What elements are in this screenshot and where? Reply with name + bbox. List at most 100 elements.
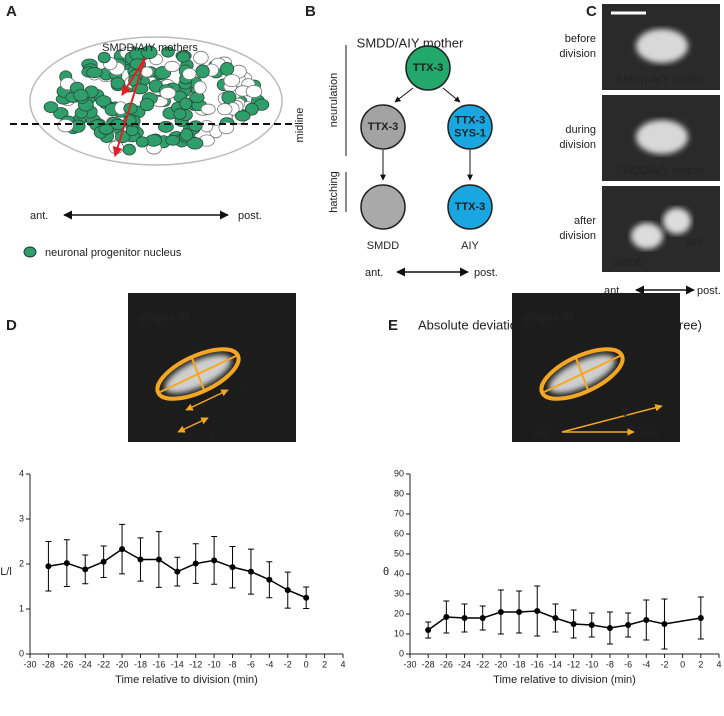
y-tick-label: 0 bbox=[399, 648, 404, 658]
length-arrow bbox=[185, 389, 229, 411]
post-label: post. bbox=[697, 285, 721, 297]
data-point bbox=[425, 627, 432, 633]
post-label: post. bbox=[238, 210, 262, 222]
x-axis-label: Time relative to division (min) bbox=[115, 674, 258, 686]
x-tick-label: -6 bbox=[624, 659, 632, 669]
post-label: post. bbox=[474, 267, 498, 279]
data-point bbox=[303, 594, 310, 601]
nucleus bbox=[244, 102, 259, 116]
y-tick-label: 1 bbox=[19, 603, 24, 613]
data-point bbox=[606, 625, 613, 631]
x-tick-label: -28 bbox=[42, 659, 55, 669]
y-tick-label: 80 bbox=[394, 488, 404, 498]
data-point bbox=[443, 614, 450, 620]
x-tick-label: 0 bbox=[304, 659, 309, 669]
inset-caption: Ellipse fit bbox=[140, 312, 189, 324]
x-tick-label: -30 bbox=[23, 659, 36, 669]
data-point bbox=[697, 615, 704, 621]
nucleus bbox=[173, 108, 187, 120]
y-axis-label: θ bbox=[383, 566, 389, 578]
width-arrow bbox=[177, 417, 209, 433]
data-point bbox=[497, 609, 504, 615]
x-tick-label: -26 bbox=[440, 659, 453, 669]
nucleus bbox=[223, 74, 241, 87]
data-point bbox=[643, 617, 650, 623]
x-axis-label: Time relative to division (min) bbox=[493, 674, 636, 686]
x-tick-label: -26 bbox=[60, 659, 73, 669]
nucleus bbox=[219, 62, 235, 76]
nucleus bbox=[200, 103, 216, 115]
x-tick-label: -16 bbox=[152, 659, 165, 669]
inset-text: L bbox=[240, 380, 246, 392]
x-tick-label: -18 bbox=[513, 659, 526, 669]
x-tick-label: -18 bbox=[134, 659, 147, 669]
node-label: TTX-3 bbox=[455, 201, 486, 213]
x-tick-label: -6 bbox=[247, 659, 255, 669]
y-tick-label: 2 bbox=[19, 558, 24, 568]
nucleus bbox=[97, 51, 111, 64]
data-point bbox=[192, 560, 199, 567]
data-point bbox=[211, 557, 218, 564]
panel-label: B bbox=[305, 3, 316, 20]
nucleus bbox=[73, 89, 89, 102]
embryo-outline bbox=[29, 36, 283, 166]
data-point bbox=[100, 558, 107, 565]
nucleus bbox=[159, 87, 177, 100]
ellipse-axes bbox=[157, 354, 239, 394]
nucleus bbox=[176, 51, 191, 63]
nucleus bbox=[135, 136, 149, 148]
image-label: SMDD bbox=[612, 257, 644, 269]
x-tick-label: 2 bbox=[322, 659, 327, 669]
y-tick-label: 50 bbox=[394, 548, 404, 558]
angle-arrow bbox=[561, 404, 663, 433]
x-tick-label: -8 bbox=[229, 659, 237, 669]
data-point bbox=[625, 622, 632, 628]
x-tick-label: -4 bbox=[642, 659, 650, 669]
data-point bbox=[570, 621, 577, 627]
panel-label: A bbox=[6, 3, 17, 20]
inset-text: post. bbox=[637, 427, 661, 439]
y-tick-label: 4 bbox=[19, 468, 24, 478]
node-label: SYS-1 bbox=[454, 127, 486, 139]
x-tick-label: -2 bbox=[284, 659, 292, 669]
y-tick-label: 0 bbox=[19, 648, 24, 658]
cell-blob bbox=[636, 120, 688, 154]
y-tick-label: 90 bbox=[394, 468, 404, 478]
y-tick-label: 3 bbox=[19, 513, 24, 523]
nucleus bbox=[139, 97, 155, 112]
nucleus bbox=[110, 77, 125, 90]
nucleus bbox=[188, 120, 203, 132]
nucleus bbox=[217, 103, 233, 116]
nucleus bbox=[161, 46, 175, 58]
nucleus bbox=[193, 80, 207, 95]
micrograph bbox=[602, 186, 720, 272]
nucleus bbox=[57, 118, 74, 133]
nucleus bbox=[186, 137, 204, 150]
x-tick-label: -14 bbox=[549, 659, 562, 669]
stage-label: during bbox=[565, 124, 596, 136]
x-tick-label: 2 bbox=[698, 659, 703, 669]
legend-text: neuronal progenitor nucleus bbox=[45, 247, 182, 259]
nucleus bbox=[245, 84, 263, 98]
data-point bbox=[479, 615, 486, 621]
panel-label: E bbox=[388, 317, 398, 334]
x-tick-label: -20 bbox=[494, 659, 507, 669]
legend-swatch bbox=[23, 246, 37, 258]
cell-label: AIY bbox=[461, 240, 479, 252]
y-tick-label: 70 bbox=[394, 508, 404, 518]
nucleus bbox=[43, 101, 59, 113]
image-label: AIY bbox=[686, 237, 704, 249]
lineage-arrow bbox=[442, 87, 461, 103]
lineage-node bbox=[447, 184, 493, 230]
arrow-label: SMDD/AIY mothers bbox=[102, 42, 198, 54]
data-point bbox=[137, 556, 144, 563]
panel-a: A midline SMDD/AIY mothers ant. post. ne… bbox=[6, 3, 306, 259]
nucleus bbox=[234, 110, 251, 122]
pointer-arrow bbox=[112, 57, 146, 157]
data-point bbox=[63, 560, 70, 567]
node-label: TTX-3 bbox=[368, 121, 399, 133]
nucleus bbox=[86, 67, 103, 79]
x-tick-label: -14 bbox=[171, 659, 184, 669]
